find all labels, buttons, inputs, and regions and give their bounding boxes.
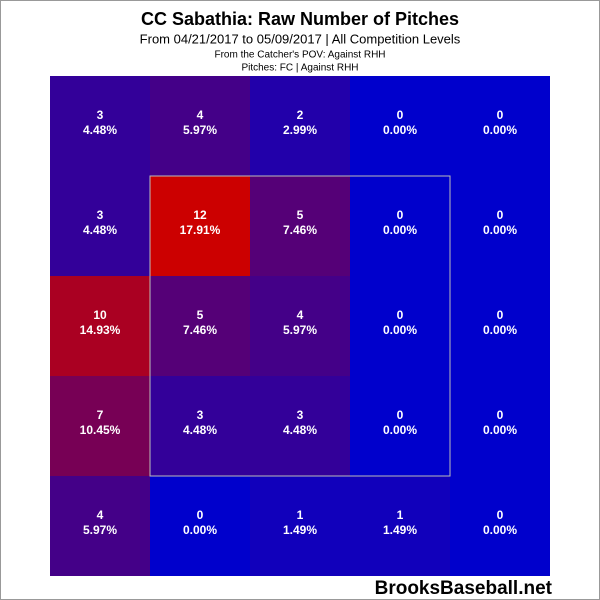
cell <box>150 476 250 576</box>
cell <box>350 276 450 376</box>
cell-count: 4 <box>197 108 204 122</box>
cell-count: 7 <box>97 408 104 422</box>
cell <box>350 176 450 276</box>
cell-percent: 5.97% <box>283 323 317 337</box>
cell-percent: 17.91% <box>180 223 221 237</box>
cell <box>450 376 550 476</box>
cell-count: 12 <box>193 208 207 222</box>
cell <box>50 476 150 576</box>
cell-count: 3 <box>297 408 304 422</box>
chart-title: CC Sabathia: Raw Number of Pitches <box>141 9 459 29</box>
cell-percent: 14.93% <box>80 323 121 337</box>
cell <box>250 376 350 476</box>
cell-count: 0 <box>397 408 404 422</box>
cell-count: 5 <box>297 208 304 222</box>
cell <box>350 376 450 476</box>
cell-percent: 0.00% <box>383 423 417 437</box>
cell-percent: 7.46% <box>283 223 317 237</box>
note: Pitches: FC | Against RHH <box>241 63 358 74</box>
cell-percent: 4.48% <box>283 423 317 437</box>
cell <box>50 76 150 176</box>
cell <box>50 276 150 376</box>
cell <box>450 476 550 576</box>
cell-count: 0 <box>397 208 404 222</box>
cell <box>250 276 350 376</box>
cell-count: 3 <box>197 408 204 422</box>
cell <box>150 276 250 376</box>
cell-percent: 0.00% <box>483 423 517 437</box>
cell <box>150 76 250 176</box>
subtitle: From 04/21/2017 to 05/09/2017 | All Comp… <box>140 31 461 46</box>
cell-count: 1 <box>397 508 404 522</box>
cell-percent: 0.00% <box>483 323 517 337</box>
cell-count: 0 <box>397 308 404 322</box>
cell <box>450 76 550 176</box>
watermark: BrooksBaseball.net <box>375 578 553 599</box>
cell <box>50 376 150 476</box>
cell-percent: 0.00% <box>383 223 417 237</box>
cell <box>50 176 150 276</box>
cell <box>250 176 350 276</box>
cell-count: 0 <box>197 508 204 522</box>
cell-percent: 5.97% <box>183 123 217 137</box>
cell-percent: 0.00% <box>183 523 217 537</box>
cell-count: 3 <box>97 108 104 122</box>
cell-percent: 10.45% <box>80 423 121 437</box>
cell <box>350 76 450 176</box>
cell-count: 4 <box>97 508 104 522</box>
cell-percent: 0.00% <box>383 323 417 337</box>
note: From the Catcher's POV: Against RHH <box>214 50 385 61</box>
cell <box>250 76 350 176</box>
cell-count: 0 <box>497 108 504 122</box>
grid: 34.48%45.97%22.99%00.00%00.00%34.48%1217… <box>50 76 550 576</box>
cell <box>250 476 350 576</box>
cell-count: 0 <box>497 308 504 322</box>
cell-count: 3 <box>97 208 104 222</box>
cell-percent: 4.48% <box>83 123 117 137</box>
cell <box>150 376 250 476</box>
cell-percent: 7.46% <box>183 323 217 337</box>
cell-count: 5 <box>197 308 204 322</box>
cell-count: 10 <box>93 308 107 322</box>
cell-percent: 0.00% <box>383 123 417 137</box>
cell-percent: 0.00% <box>483 123 517 137</box>
cell-percent: 5.97% <box>83 523 117 537</box>
cell <box>350 476 450 576</box>
cell-percent: 1.49% <box>283 523 317 537</box>
cell-count: 0 <box>497 408 504 422</box>
cell <box>450 176 550 276</box>
cell-percent: 4.48% <box>83 223 117 237</box>
cell-percent: 0.00% <box>483 523 517 537</box>
cell-count: 4 <box>297 308 304 322</box>
cell-count: 2 <box>297 108 304 122</box>
strike-zone <box>149 175 451 477</box>
cell-percent: 4.48% <box>183 423 217 437</box>
cell-count: 1 <box>297 508 304 522</box>
cell-percent: 1.49% <box>383 523 417 537</box>
cell-count: 0 <box>497 208 504 222</box>
cell-count: 0 <box>497 508 504 522</box>
cell <box>150 176 250 276</box>
cell-count: 0 <box>397 108 404 122</box>
cell-percent: 0.00% <box>483 223 517 237</box>
cell <box>450 276 550 376</box>
cell-percent: 2.99% <box>283 123 317 137</box>
